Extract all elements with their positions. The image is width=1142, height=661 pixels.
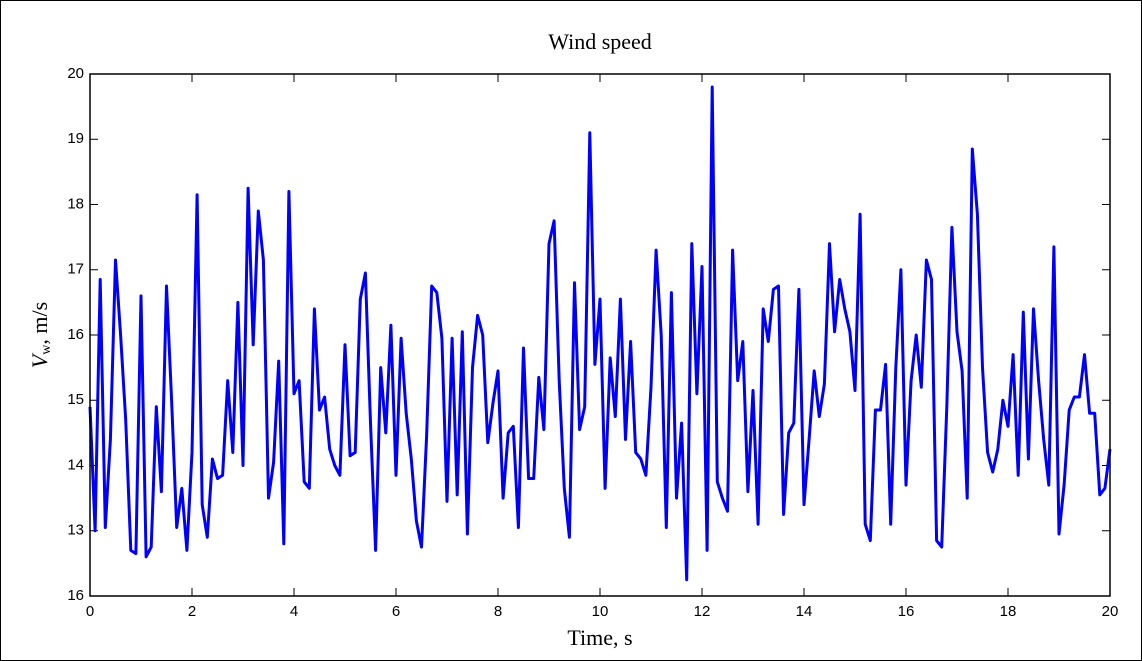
y-label-main: V [27, 352, 52, 368]
y-axis-label: Vw, m/s [27, 302, 54, 368]
x-axis-label: Time, s [567, 625, 632, 650]
y-tick-label: 16 [67, 326, 84, 343]
x-tick-label: 14 [796, 603, 813, 620]
y-tick-label: 13 [67, 522, 84, 539]
x-tick-label: 16 [898, 603, 915, 620]
y-tick-label: 15 [67, 391, 84, 408]
x-tick-label: 6 [392, 603, 400, 620]
x-tick-label: 4 [290, 603, 298, 620]
x-tick-label: 18 [1000, 603, 1017, 620]
x-tick-label: 0 [86, 603, 94, 620]
y-tick-label: 17 [67, 261, 84, 278]
x-tick-label: 8 [494, 603, 502, 620]
y-tick-label: 18 [67, 195, 84, 212]
y-tick-label: 20 [67, 65, 84, 82]
x-tick-label: 20 [1102, 603, 1119, 620]
x-tick-label: 2 [188, 603, 196, 620]
axes-box [89, 73, 1111, 597]
y-label-unit: , m/s [27, 302, 52, 345]
x-tick-label: 12 [694, 603, 711, 620]
y-tick-label: 19 [67, 130, 84, 147]
data-line [88, 85, 1112, 582]
y-tick-label: 14 [67, 456, 84, 473]
x-tick-label: 10 [592, 603, 609, 620]
y-tick-label: 16 [67, 587, 84, 604]
chart-title: Wind speed [548, 29, 652, 54]
y-label-sub: w [39, 344, 54, 355]
